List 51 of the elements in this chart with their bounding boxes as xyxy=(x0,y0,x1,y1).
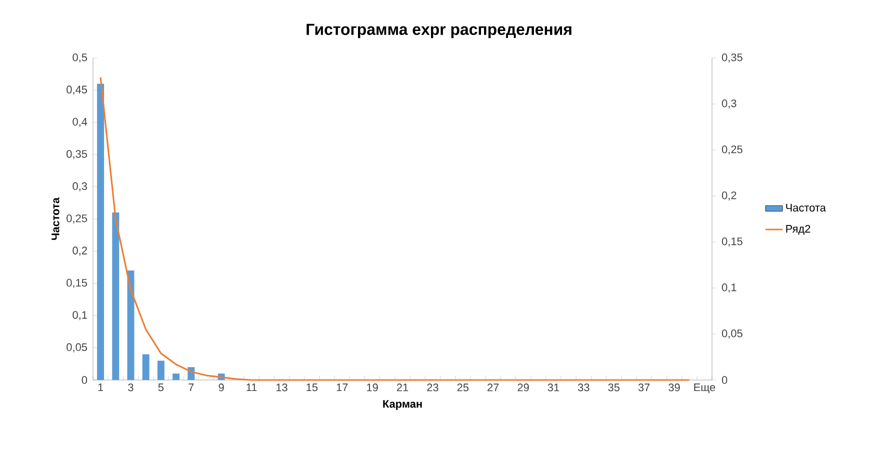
x-tick-label: 13 xyxy=(276,384,288,392)
y-tick-label: 0,1 xyxy=(72,311,87,320)
y-tick-label: 0,3 xyxy=(72,182,87,192)
y-tick-label: 0 xyxy=(82,376,88,384)
x-tick-label: 19 xyxy=(367,384,378,392)
x-tick-label: 11 xyxy=(246,384,257,392)
x-tick-label: 37 xyxy=(638,384,650,392)
y2-tick-label: 0 xyxy=(722,376,728,384)
y-tick-label: 0,2 xyxy=(72,246,87,256)
x-tick-label: 7 xyxy=(188,384,194,392)
y-tick-label: 0,45 xyxy=(66,86,88,95)
x-tick-label: 3 xyxy=(128,384,134,392)
bar xyxy=(127,270,134,380)
bar xyxy=(112,212,120,380)
y2-tick-label: 0,25 xyxy=(722,145,742,155)
y2-tick-label: 0,2 xyxy=(722,191,736,201)
y-tick-label: 0,15 xyxy=(66,278,88,288)
x-tick-label: 15 xyxy=(306,384,318,392)
bar xyxy=(172,374,180,380)
x-tick-label: 5 xyxy=(158,384,164,392)
legend-label: Ряд2 xyxy=(786,224,810,235)
bar xyxy=(97,84,104,380)
x-tick-label: 31 xyxy=(548,384,560,392)
y-tick-label: 0,5 xyxy=(72,53,88,63)
y2-tick-label: 0,3 xyxy=(722,99,736,109)
x-tick-label: 21 xyxy=(396,384,408,392)
legend-label: Частота xyxy=(786,204,826,212)
x-tick-label: Еще xyxy=(694,384,716,394)
y-axis-title: Частота xyxy=(52,197,60,240)
x-tick-label: 17 xyxy=(336,384,348,392)
y-tick-label: 0,05 xyxy=(66,343,88,352)
x-tick-label: 33 xyxy=(578,384,590,392)
bar xyxy=(142,354,150,380)
x-tick-label: 27 xyxy=(488,384,499,392)
y-tick-label: 0,35 xyxy=(66,150,88,160)
x-tick-label: 35 xyxy=(608,384,620,392)
y2-tick-label: 0,1 xyxy=(722,283,736,293)
y-tick-label: 0,4 xyxy=(72,118,88,127)
bar xyxy=(157,360,164,380)
y2-tick-label: 0,15 xyxy=(722,237,742,247)
chart-title: Гистограмма expr распределения xyxy=(306,24,572,38)
x-tick-label: 9 xyxy=(218,384,224,392)
x-tick-label: 39 xyxy=(668,384,680,392)
x-tick-label: 1 xyxy=(98,384,104,392)
y2-tick-label: 0,05 xyxy=(722,329,742,339)
x-tick-label: 25 xyxy=(457,384,469,392)
y2-tick-label: 0,35 xyxy=(722,53,742,63)
x-tick-label: 29 xyxy=(518,384,529,392)
y-tick-label: 0,25 xyxy=(66,214,88,224)
x-axis-title: Карман xyxy=(383,400,422,410)
x-tick-label: 23 xyxy=(427,384,438,392)
